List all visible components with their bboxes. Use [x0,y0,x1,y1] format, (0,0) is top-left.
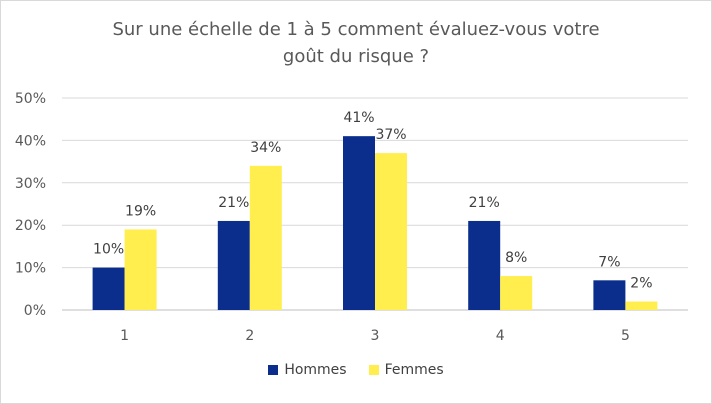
x-tick-label: 4 [496,328,505,344]
data-label: 8% [505,250,527,266]
x-tick-label: 5 [621,328,630,344]
bar-hommes [217,220,250,310]
y-tick-label: 30% [15,176,46,192]
bar-femmes [249,165,282,310]
x-tick-label: 3 [371,328,380,344]
data-label: 19% [125,203,156,219]
data-label: 21% [218,195,249,211]
bar-femmes [375,153,407,310]
data-label: 34% [250,140,281,156]
legend-swatch-femmes [368,365,379,375]
y-tick-label: 10% [15,261,46,277]
data-label: 37% [375,127,406,143]
chart-title-line-1: Sur une échelle de 1 à 5 comment évaluez… [112,19,600,40]
bar-hommes [593,280,626,310]
legend-label-hommes: Hommes [284,362,347,378]
bar-femmes [625,301,658,310]
x-tick-label: 1 [120,328,129,344]
bar-hommes [343,136,375,310]
bar-hommes [92,267,125,310]
legend-item-femmes: Femmes [368,362,444,378]
data-label: 10% [93,242,124,258]
y-tick-label: 20% [15,218,46,234]
y-tick-label: 40% [15,133,46,149]
data-label: 2% [630,276,652,292]
data-label: 21% [469,195,500,211]
data-label: 41% [343,110,374,126]
x-tick-label: 2 [245,328,254,344]
bar-femmes [124,229,157,310]
legend-label-femmes: Femmes [384,362,444,378]
chart-title: Sur une échelle de 1 à 5 comment évaluez… [0,16,712,70]
bar-hommes [468,220,501,310]
y-tick-label: 0% [24,303,46,319]
legend-item-hommes: Hommes [268,362,347,378]
legend: Hommes Femmes [0,362,712,378]
legend-swatch-hommes [268,365,279,375]
data-label: 7% [598,254,620,270]
bar-femmes [500,276,533,310]
y-tick-label: 50% [15,91,46,107]
chart-title-line-2: goût du risque ? [282,46,430,67]
